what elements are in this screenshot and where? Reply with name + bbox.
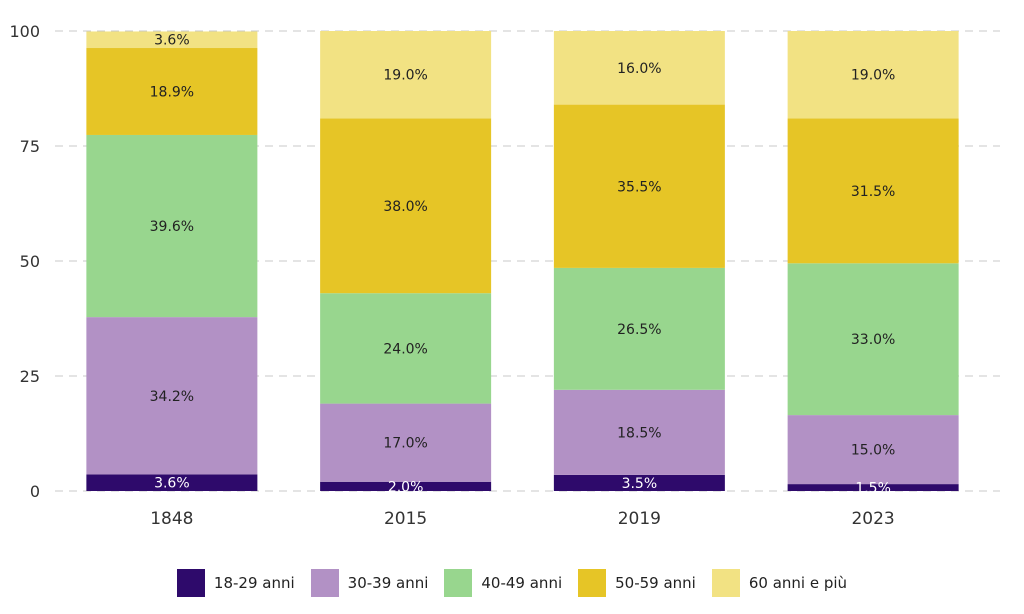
legend-label: 60 anni e più xyxy=(748,574,848,592)
data-label: 19.0% xyxy=(383,68,427,84)
data-label: 16.0% xyxy=(617,61,661,77)
bars xyxy=(86,31,959,491)
legend: 18-29 anni 30-39 anni 40-49 anni 50-59 anni… xyxy=(0,566,1024,600)
legend-swatch xyxy=(711,569,740,597)
data-label: 31.5% xyxy=(851,184,895,200)
y-tick-label: 50 xyxy=(20,252,40,271)
data-label: 35.5% xyxy=(617,179,661,195)
y-tick-label: 0 xyxy=(30,482,40,501)
bar-segment xyxy=(787,415,959,485)
data-label: 34.2% xyxy=(150,389,194,405)
x-axis: 1848 2015 2019 2023 xyxy=(150,509,895,529)
bar-segment xyxy=(320,481,492,491)
y-tick-label: 75 xyxy=(20,137,40,156)
bar-segment xyxy=(86,134,258,318)
bar-segment xyxy=(320,118,492,294)
y-tick-label: 25 xyxy=(20,367,40,386)
bar-segment xyxy=(320,31,492,119)
data-label: 39.6% xyxy=(150,219,194,235)
data-label: 19.0% xyxy=(851,68,895,84)
bar-segment xyxy=(320,293,492,404)
data-label: 33.0% xyxy=(851,332,895,348)
legend-label: 30-39 anni xyxy=(347,574,429,592)
legend-item: 60 anni e più xyxy=(711,569,848,597)
bar-segment xyxy=(553,267,725,390)
bar-segment xyxy=(787,484,959,491)
x-tick-label: 2015 xyxy=(384,509,427,529)
bar-segment xyxy=(553,389,725,475)
bar-segment xyxy=(553,474,725,491)
data-label: 2.0% xyxy=(388,479,424,495)
bar-segment xyxy=(787,31,959,119)
y-axis: 0 25 50 75 100 xyxy=(9,22,40,501)
x-tick-label: 2023 xyxy=(851,509,894,529)
legend-item: 50-59 anni xyxy=(578,569,696,597)
legend-swatch xyxy=(176,569,205,597)
legend-item: 18-29 anni xyxy=(176,569,295,597)
legend-item: 40-49 anni xyxy=(444,569,562,597)
data-label: 1.5% xyxy=(855,481,891,497)
legend-label: 40-49 anni xyxy=(481,574,563,592)
bar-segment xyxy=(86,48,258,135)
x-tick-label: 2019 xyxy=(618,509,661,529)
x-tick-label: 1848 xyxy=(150,509,193,529)
bar-segment xyxy=(86,317,258,475)
data-label: 18.5% xyxy=(617,425,661,441)
legend-label: 18-29 anni xyxy=(213,574,295,592)
data-label: 38.0% xyxy=(383,199,427,215)
y-tick-label: 100 xyxy=(9,22,40,41)
bar-segment xyxy=(553,104,725,268)
data-label: 17.0% xyxy=(383,436,427,452)
data-label: 24.0% xyxy=(383,341,427,357)
legend-label: 50-59 anni xyxy=(615,574,696,592)
legend-swatch xyxy=(444,569,473,597)
stacked-bar-chart: 3.6% 34.2% 39.6% 18.9% 3.6% 2.0% 17.0% 24.0% 38.… xyxy=(9,22,1000,529)
data-label: 3.6% xyxy=(154,476,190,492)
data-label: 18.9% xyxy=(150,84,194,100)
data-label: 15.0% xyxy=(851,443,895,459)
bar-segment xyxy=(787,118,959,264)
bar-segment xyxy=(86,31,258,49)
bar-segment xyxy=(86,474,258,491)
data-label: 3.5% xyxy=(622,476,658,492)
legend-item: 30-39 anni xyxy=(310,569,429,597)
bar-segment xyxy=(553,31,725,105)
bar-segment xyxy=(320,403,492,482)
legend-swatch xyxy=(578,569,607,597)
legend-swatch xyxy=(310,569,339,597)
data-label: 3.6% xyxy=(154,33,190,49)
data-label: 26.5% xyxy=(617,322,661,338)
data-labels: 3.6% 34.2% 39.6% 18.9% 3.6% 2.0% 17.0% 24.0% 38.… xyxy=(150,33,896,497)
bar-segment xyxy=(787,263,959,416)
